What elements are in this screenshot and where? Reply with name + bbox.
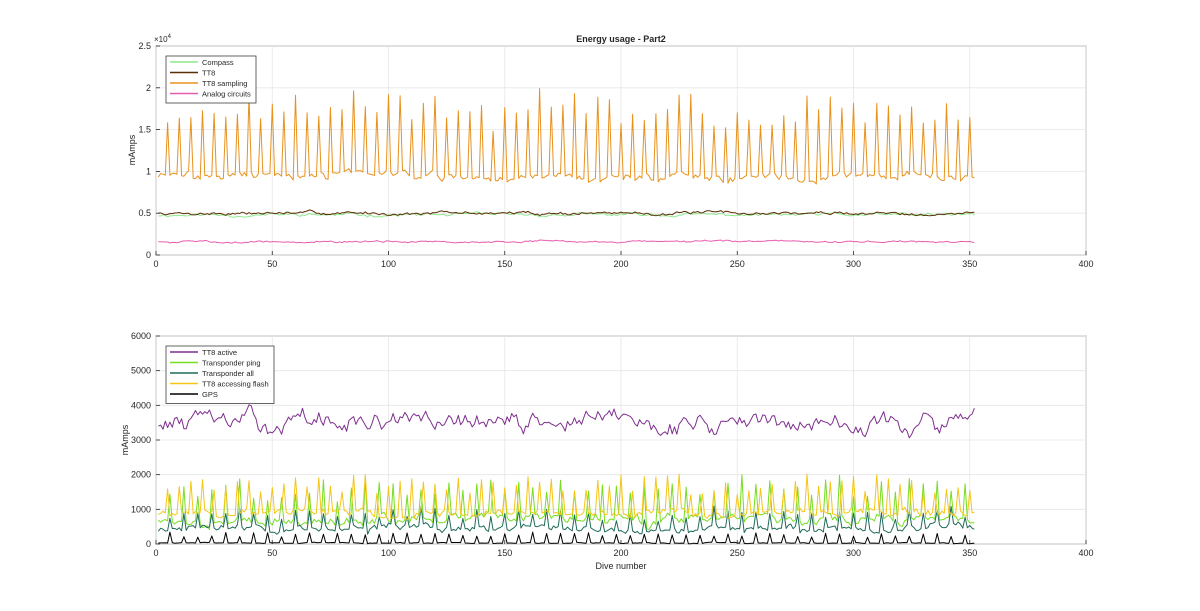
y-tick-label: 2: [146, 83, 151, 93]
series-line-tt8: [158, 209, 975, 217]
y-tick-label: 0: [146, 539, 151, 549]
legend-box: [165, 55, 257, 104]
legend-label: TT8 accessing flash: [202, 380, 269, 389]
series-line-compass: [158, 211, 975, 218]
series-line-tt8-active: [158, 404, 975, 439]
y-tick-label: 0.5: [138, 208, 151, 218]
axes-bottom-ticks: 0 50 100 150 200 250 300 350 4000100020003000400…: [131, 331, 1094, 558]
x-tick-label: 0: [153, 548, 158, 558]
legend-label: TT8 active: [202, 348, 237, 357]
axes-bottom-lines: [157, 404, 975, 545]
legend-label: TT8 sampling: [202, 79, 247, 88]
y-axis-label-top: mAmps: [127, 134, 137, 165]
y-tick-label: 0: [146, 250, 151, 260]
x-tick-label: 200: [613, 259, 628, 269]
x-tick-label: 250: [730, 259, 745, 269]
x-tick-label: 300: [846, 548, 861, 558]
x-tick-label: 400: [1078, 259, 1093, 269]
axes-top-lines: [157, 88, 975, 244]
axes-bottom: 0 50 100 150 200 250 300 350 4000100020003000400…: [120, 331, 1094, 571]
axes-top-ticks: 0 50 100 150 200 250 300 350 400 0 0.5 1 1.5 2 2.5: [138, 41, 1093, 269]
legend-label: GPS: [202, 390, 218, 399]
series-line-transponder-ping: [157, 474, 975, 531]
series-line-analog-circuits: [158, 239, 975, 244]
chart-title: Energy usage - Part2: [576, 34, 666, 44]
x-tick-label: 0: [153, 259, 158, 269]
series-line-tt8-sampling: [157, 88, 975, 185]
x-tick-label: 400: [1078, 548, 1093, 558]
legend-label: Analog circuits: [202, 90, 251, 99]
series-line-transponder-all: [157, 505, 975, 535]
axes-top-grid: [155, 45, 1087, 256]
y-tick-label: 2000: [131, 470, 151, 480]
legend-label: Compass: [202, 58, 234, 67]
series-line-tt8-accessing-flash: [158, 473, 975, 521]
x-tick-label: 50: [267, 259, 277, 269]
x-tick-label: 100: [381, 259, 396, 269]
x-tick-label: 350: [962, 548, 977, 558]
y-tick-label: 1000: [131, 504, 151, 514]
y-tick-label: 6000: [131, 331, 151, 341]
y-tick-label: 3000: [131, 435, 151, 445]
axes-top: 0 50 100 150 200 250 300 350 400 0 0.5 1 1.5 2 2.5 Ene…: [127, 34, 1094, 269]
legend-label: Transponder all: [202, 369, 254, 378]
x-tick-label: 350: [962, 259, 977, 269]
y-tick-label: 5000: [131, 366, 151, 376]
y-tick-label: 1.5: [138, 125, 151, 135]
x-tick-label: 300: [846, 259, 861, 269]
x-tick-label: 200: [613, 548, 628, 558]
y-tick-label: 2.5: [138, 41, 151, 51]
x-tick-label: 50: [267, 548, 277, 558]
x-tick-label: 250: [730, 548, 745, 558]
x-tick-label: 150: [497, 259, 512, 269]
y-tick-label: 1: [146, 166, 151, 176]
exponent-base: ×10: [154, 35, 168, 44]
x-tick-label: 100: [381, 548, 396, 558]
exponent-label: ×104: [154, 34, 172, 44]
x-axis-label: Dive number: [595, 561, 646, 571]
legend-label: TT8: [202, 69, 215, 78]
y-tick-label: 4000: [131, 400, 151, 410]
y-axis-label-bottom: mAmps: [120, 424, 130, 455]
x-tick-label: 150: [497, 548, 512, 558]
series-line-gps: [158, 531, 975, 545]
legend-label: Transponder ping: [202, 359, 261, 368]
exponent-power: 4: [168, 34, 172, 40]
